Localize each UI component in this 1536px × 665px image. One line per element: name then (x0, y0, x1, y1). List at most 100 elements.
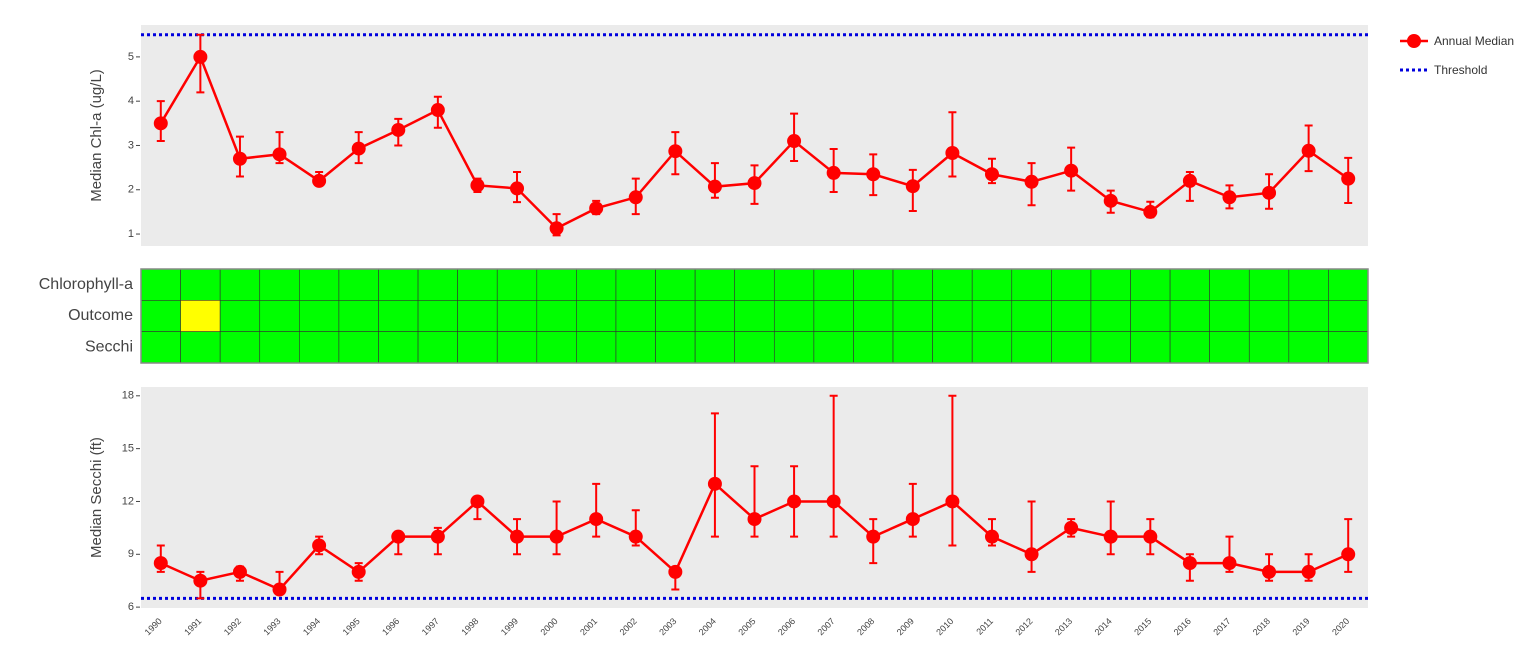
heat-cell (259, 331, 300, 364)
y-axis-title: Median Chl-a (ug/L) (88, 69, 105, 202)
y-tick-label: 1 (128, 228, 134, 240)
heat-cell (1169, 268, 1210, 301)
marker (1103, 529, 1118, 544)
marker (470, 178, 485, 193)
error-bar (948, 394, 957, 547)
marker (1182, 173, 1197, 188)
heat-cell (694, 268, 736, 301)
marker (1341, 171, 1356, 186)
y-tick-label: 3 (128, 139, 134, 151)
heat-cell (496, 268, 538, 301)
marker (351, 564, 366, 579)
heat-cell (773, 300, 815, 332)
legend-label: Threshold (1434, 63, 1487, 77)
heat-cell (1090, 300, 1131, 332)
marker (589, 201, 604, 216)
y-axis-title: Median Secchi (ft) (88, 437, 105, 558)
heat-cell (338, 268, 379, 301)
marker (1064, 520, 1079, 535)
marker (510, 181, 525, 196)
marker (707, 476, 722, 491)
heat-cell (180, 300, 221, 332)
heat-cell (1130, 300, 1171, 332)
marker (1301, 564, 1316, 579)
x-tick-label: 2012 (1013, 616, 1034, 637)
marker (153, 116, 168, 131)
heat-cell (1090, 331, 1131, 364)
marker (1024, 547, 1039, 562)
heat-cell (615, 331, 656, 364)
x-tick-label: 2017 (1211, 616, 1232, 637)
heat-cell (892, 300, 933, 332)
marker (1182, 556, 1197, 571)
heat-cell (1288, 300, 1329, 332)
row-label: Chlorophyll-a (39, 276, 133, 293)
heat-cell (417, 300, 458, 332)
heat-cell (1051, 300, 1092, 332)
marker (747, 512, 762, 527)
x-tick-label: 2002 (618, 616, 639, 637)
heat-cell (615, 268, 656, 301)
heat-cell (496, 300, 538, 332)
heat-cell (813, 300, 854, 332)
heat-cell (140, 268, 181, 301)
heat-cell (536, 268, 577, 301)
heat-cell (1328, 331, 1369, 364)
x-tick-label: 2005 (736, 616, 757, 637)
marker (549, 529, 564, 544)
marker (232, 564, 247, 579)
heat-cell (1051, 268, 1092, 301)
marker (1222, 556, 1237, 571)
x-tick-label: 1992 (222, 616, 243, 637)
marker (351, 141, 366, 156)
marker (391, 122, 406, 137)
marker (1301, 143, 1316, 158)
marker (628, 190, 643, 205)
row-label: Outcome (68, 307, 133, 324)
heat-cell (971, 331, 1013, 364)
marker (905, 512, 920, 527)
heat-cell (1130, 331, 1171, 364)
heat-cell (615, 300, 656, 332)
x-tick-label: 2003 (657, 616, 678, 637)
y-tick-label: 15 (122, 443, 134, 455)
heat-cell (1011, 331, 1052, 364)
x-tick-label: 2008 (855, 616, 876, 637)
marker (1341, 547, 1356, 562)
marker (549, 221, 564, 236)
heat-cell (655, 300, 696, 332)
heat-cell (932, 300, 973, 332)
y-tick-label: 18 (122, 390, 134, 402)
marker (232, 151, 247, 166)
x-tick-label: 2013 (1053, 616, 1074, 637)
heat-cell (219, 300, 261, 332)
heat-cell (496, 331, 538, 364)
heat-cell (734, 331, 775, 364)
heat-cell (1169, 300, 1210, 332)
heat-cell (457, 300, 498, 332)
y-tick-label: 9 (128, 548, 134, 560)
heat-cell (1011, 268, 1052, 301)
heat-cell (378, 331, 419, 364)
heat-cell (457, 331, 498, 364)
marker (1103, 193, 1118, 208)
marker (905, 179, 920, 194)
heat-cell (773, 331, 815, 364)
marker (312, 173, 327, 188)
marker (826, 165, 841, 180)
x-tick-label: 1997 (420, 616, 441, 637)
y-tick-label: 2 (128, 184, 134, 196)
heat-cell (219, 331, 261, 364)
heat-cell (536, 331, 577, 364)
heat-cell (655, 268, 696, 301)
marker (1262, 185, 1277, 200)
marker (312, 538, 327, 553)
x-tick-label: 2001 (578, 616, 599, 637)
y-tick-label: 12 (122, 495, 134, 507)
error-bar (1106, 500, 1115, 556)
heat-cell (892, 268, 933, 301)
heat-cell (853, 331, 894, 364)
x-tick-label: 2009 (895, 616, 916, 637)
marker (1064, 163, 1079, 178)
